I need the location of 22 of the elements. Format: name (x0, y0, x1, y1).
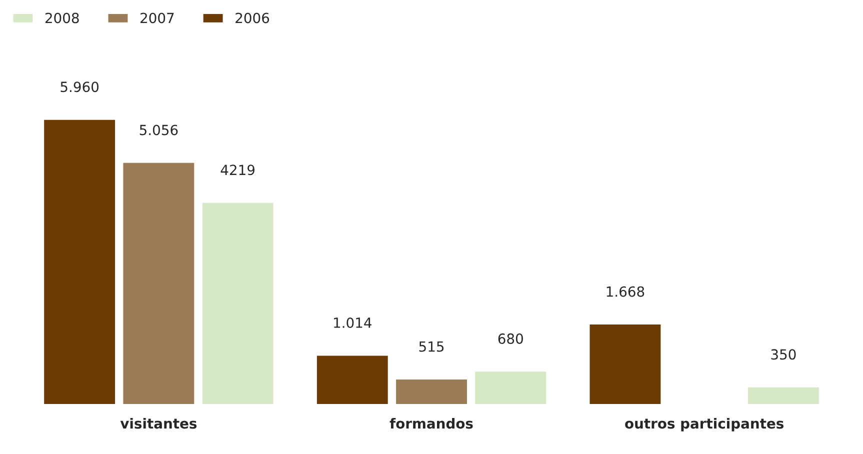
legend-label: 2007 (140, 12, 174, 24)
bar (396, 380, 467, 404)
legend-label: 2006 (236, 12, 270, 24)
data-label: 4219 (220, 164, 254, 176)
legend-label: 2008 (45, 12, 79, 24)
bar (748, 387, 819, 404)
data-label: 1.668 (606, 286, 644, 297)
x-tick-label: outros participantes (625, 418, 784, 432)
data-label: 350 (771, 349, 796, 360)
data-label: 5.960 (60, 82, 99, 92)
bar (44, 120, 116, 404)
bar (123, 162, 194, 404)
data-label: 5.056 (140, 124, 178, 136)
x-tick-label: visitantes (120, 418, 197, 429)
bar (590, 324, 661, 404)
data-label: 680 (498, 333, 523, 344)
data-label: 1.014 (334, 318, 372, 328)
x-tick-label: formandos (390, 418, 473, 429)
bar (475, 372, 546, 404)
bar (316, 356, 388, 404)
bar (202, 202, 274, 404)
data-label: 515 (419, 341, 444, 352)
